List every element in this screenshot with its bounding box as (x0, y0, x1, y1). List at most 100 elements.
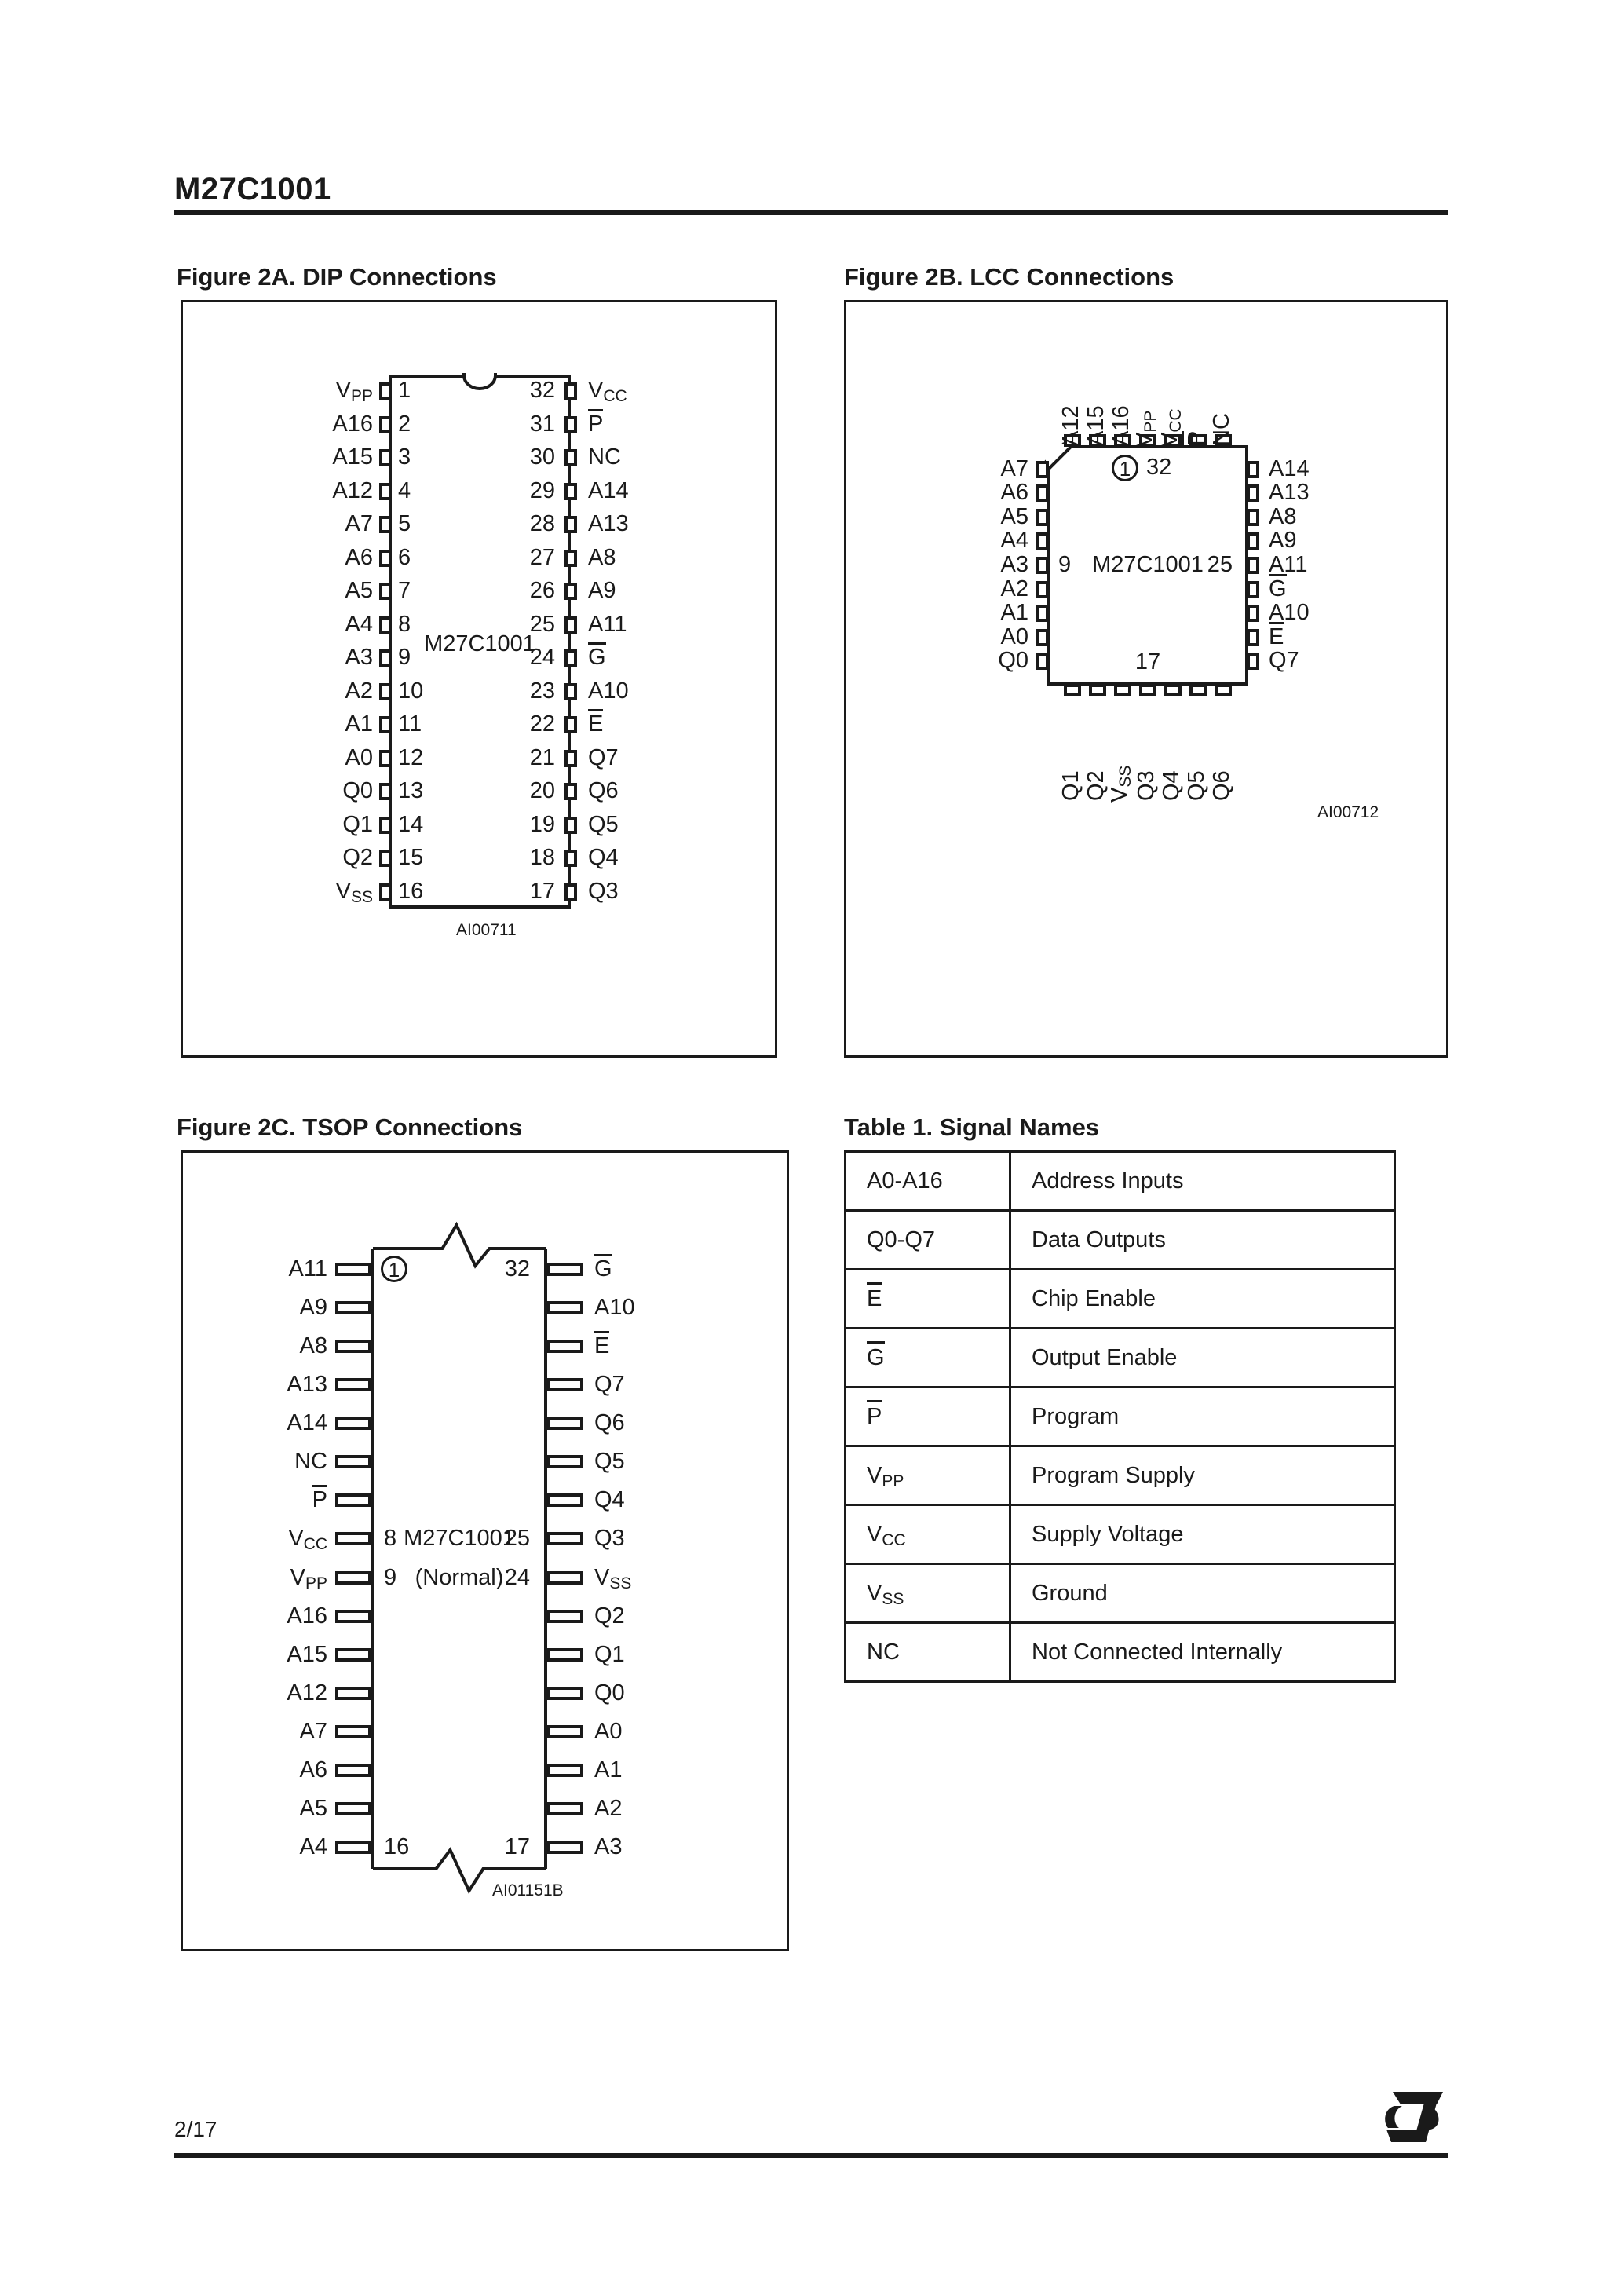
dip-pin-number-left: 13 (398, 778, 424, 804)
lcc-corner-number-right: 25 (1207, 552, 1233, 577)
dip-pin-label-right: G (588, 642, 606, 671)
lcc-chamfer-line (1044, 442, 1076, 473)
lcc-pin-label-right: G (1269, 573, 1287, 601)
dip-pin-label-left: A12 (332, 477, 373, 503)
table-row: E Chip Enable (844, 1268, 1396, 1329)
dip-pin-label-right: VCC (588, 378, 627, 406)
tsop-pin-label-right: E (594, 1331, 610, 1359)
tsop-pin-label-left: A14 (287, 1410, 327, 1436)
tsop-pin-left (335, 1609, 371, 1623)
dip-pin-left (379, 682, 392, 700)
tsop-pin-right (547, 1263, 583, 1276)
tsop-pin-right (547, 1570, 583, 1585)
tsop-pin-left (335, 1378, 371, 1392)
dip-pin-label-left: A4 (345, 611, 373, 637)
tsop-pin-label-left: A6 (299, 1757, 327, 1782)
dip-pin-label-left: A5 (345, 578, 373, 604)
lcc-pin-label-bottom: Q3 (1134, 770, 1159, 801)
tsop-pin-left (335, 1647, 371, 1662)
signal-description-cell: Program (1009, 1386, 1396, 1447)
lcc-pin-left (1036, 628, 1049, 646)
lcc-pin-label-left: A5 (1000, 503, 1028, 529)
figure-2a-frame: VPP 1 A16 2 A15 3 A12 4 A7 5 A6 6 A5 7 A4 8 A3 9 A2 10 A1 11 A… (181, 300, 777, 1058)
tsop-pin-left (335, 1263, 371, 1276)
lcc-pin-bottom (1189, 684, 1207, 696)
lcc-pin-label-left: A3 (1000, 552, 1028, 577)
lcc-pin-top (1089, 434, 1106, 447)
dip-pin-label-left: A3 (345, 645, 373, 671)
table-row: VPP Program Supply (844, 1445, 1396, 1506)
dip-pin-number-right: 23 (529, 678, 555, 704)
dip-pin-label-right: Q3 (588, 879, 619, 904)
dip-pin-left (379, 482, 392, 500)
dip-pin-left (379, 449, 392, 467)
dip-pin-number-right: 25 (529, 611, 555, 637)
dip-orientation-notch (462, 373, 497, 390)
dip-pin-number-left: 8 (398, 611, 411, 637)
lcc-pin-label-top: VCC (1157, 408, 1185, 448)
dip-pin-number-left: 11 (398, 711, 422, 737)
dip-pin-right (564, 649, 577, 667)
tsop-pin-label-left: A12 (287, 1680, 327, 1706)
lcc-pin-label-right: E (1269, 621, 1284, 649)
lcc-pin-label-top: NC (1209, 413, 1234, 446)
tsop-pin-right (547, 1378, 583, 1392)
dip-pin-number-right: 31 (529, 411, 555, 437)
lcc-corner-number-top: 32 (1146, 455, 1172, 480)
dip-pin-right (564, 583, 577, 601)
dip-pin-number-right: 17 (529, 879, 555, 904)
tsop-pin-label-right: A1 (594, 1757, 623, 1782)
tsop-pin-right (547, 1801, 583, 1815)
dip-pin-left (379, 749, 392, 767)
tsop-pin-label-right: A10 (594, 1295, 635, 1321)
tsop-pin-number-left: 16 (384, 1834, 410, 1859)
signal-description-cell: Address Inputs (1009, 1150, 1396, 1212)
dip-pin-number-right: 26 (529, 578, 555, 604)
tsop-pin-label-left: A11 (288, 1256, 327, 1281)
page-number: 2/17 (174, 2117, 217, 2141)
tsop-pin-label-left: A15 (287, 1641, 327, 1667)
tsop-pin-label-right: Q4 (594, 1487, 625, 1513)
tsop-pin-label-right: A2 (594, 1795, 623, 1821)
dip-pin-left (379, 382, 392, 400)
dip-diagram: VPP 1 A16 2 A15 3 A12 4 A7 5 A6 6 A5 7 A4 8 A3 9 A2 10 A1 11 A… (183, 302, 775, 1055)
dip-pin-left (379, 415, 392, 433)
lcc-pin-bottom (1164, 684, 1182, 696)
lcc-pin-right (1247, 484, 1259, 503)
lcc-pin-right (1247, 605, 1259, 623)
dip-pin-label-left: A7 (345, 511, 373, 537)
tsop-pin-left (335, 1532, 371, 1546)
dip-pin-label-right: Q4 (588, 845, 619, 871)
dip-pin-label-left: Q0 (342, 778, 373, 804)
tsop-pin-left (335, 1455, 371, 1469)
dip-pin-label-left: A15 (332, 444, 373, 470)
tsop-pin-right (547, 1647, 583, 1662)
dip-pin-number-right: 32 (529, 378, 555, 403)
dip-pin-number-right: 27 (529, 544, 555, 570)
tsop-pin-label-left: P (312, 1485, 328, 1513)
tsop-pin-left (335, 1801, 371, 1815)
header-divider (174, 210, 1448, 215)
dip-pin-number-left: 9 (398, 645, 411, 671)
dip-pin-right (564, 549, 577, 567)
dip-pin-right (564, 883, 577, 901)
lcc-pin-label-bottom: Q2 (1083, 770, 1109, 801)
table-row: VSS Ground (844, 1563, 1396, 1624)
tsop-pin-label-left: NC (294, 1449, 327, 1475)
table-row: VCC Supply Voltage (844, 1504, 1396, 1565)
tsop-diagram: A11 A9 A8 A13 A14 NC P VCC 8 VPP 9 A16 A15 A12 A7 A6 A5 A… (183, 1153, 787, 1949)
lcc-corner-number-left: 9 (1058, 552, 1072, 577)
lcc-pin-top (1114, 434, 1131, 447)
dip-pin-right (564, 682, 577, 700)
lcc-drawing-id: AI00712 (1317, 803, 1379, 821)
table-row: NC Not Connected Internally (844, 1621, 1396, 1683)
tsop-pin-label-right: Q0 (594, 1680, 625, 1706)
lcc-pin-label-right: A10 (1269, 600, 1310, 626)
tsop-pin-right (547, 1532, 583, 1546)
dip-pin-label-right: P (588, 408, 604, 437)
signal-description-cell: Supply Voltage (1009, 1504, 1396, 1565)
tsop-pin-right (547, 1763, 583, 1777)
signal-name-cell: E (844, 1268, 1011, 1329)
signal-name-cell: Q0-Q7 (844, 1209, 1011, 1270)
tsop-pin-left (335, 1570, 371, 1585)
